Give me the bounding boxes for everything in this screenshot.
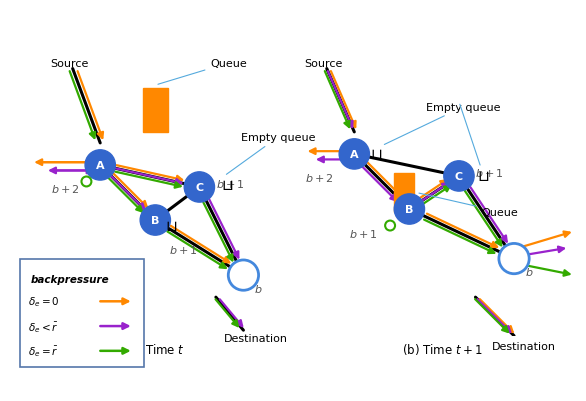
Text: $\delta_e = \bar{r}$: $\delta_e = \bar{r}$: [28, 344, 59, 358]
Text: C: C: [455, 172, 463, 182]
Text: Source: Source: [50, 59, 89, 69]
Text: $b+1$: $b+1$: [349, 227, 377, 239]
Text: ⊔: ⊔: [370, 147, 382, 162]
Text: backpressure: backpressure: [30, 274, 109, 284]
Text: Queue: Queue: [158, 59, 247, 85]
Circle shape: [229, 260, 258, 291]
Text: $\delta_e < \bar{r}$: $\delta_e < \bar{r}$: [28, 319, 59, 334]
Text: A: A: [350, 150, 359, 160]
Text: C: C: [195, 182, 203, 192]
Text: ⊔: ⊔: [166, 219, 178, 233]
Circle shape: [140, 205, 171, 235]
Text: ⊔: ⊔: [478, 169, 490, 184]
Bar: [515, 251, 524, 267]
Text: (b) Time $t+1$: (b) Time $t+1$: [402, 341, 483, 356]
Text: Destination: Destination: [224, 333, 288, 343]
Text: Queue: Queue: [419, 194, 518, 217]
Bar: [244, 268, 254, 283]
Text: Destination: Destination: [492, 342, 556, 352]
Circle shape: [85, 150, 115, 180]
Text: $\delta_e = 0$: $\delta_e = 0$: [28, 295, 60, 308]
Text: A: A: [96, 160, 104, 170]
Circle shape: [499, 244, 529, 274]
Circle shape: [184, 172, 214, 203]
FancyBboxPatch shape: [20, 259, 144, 367]
Circle shape: [339, 140, 369, 170]
Text: Source: Source: [305, 59, 343, 69]
Text: $b+2$: $b+2$: [50, 183, 79, 195]
Bar: [394, 174, 414, 212]
Circle shape: [394, 194, 424, 225]
Text: $b+1$: $b+1$: [216, 178, 244, 190]
Text: Empty queue: Empty queue: [226, 133, 315, 175]
Text: $b+1$: $b+1$: [169, 243, 197, 255]
Text: D: D: [239, 270, 248, 280]
Text: B: B: [405, 205, 414, 215]
Text: $b$: $b$: [525, 265, 534, 277]
Text: B: B: [151, 215, 159, 225]
Bar: [143, 89, 168, 133]
Text: $b+2$: $b+2$: [305, 172, 333, 184]
Text: D: D: [509, 254, 519, 264]
Text: (a) Time $t$: (a) Time $t$: [125, 341, 185, 356]
Text: $b$: $b$: [254, 282, 263, 294]
Text: ⊔: ⊔: [221, 177, 233, 192]
Circle shape: [444, 162, 474, 192]
Text: Empty queue: Empty queue: [384, 103, 500, 145]
Text: $b+1$: $b+1$: [475, 166, 504, 178]
